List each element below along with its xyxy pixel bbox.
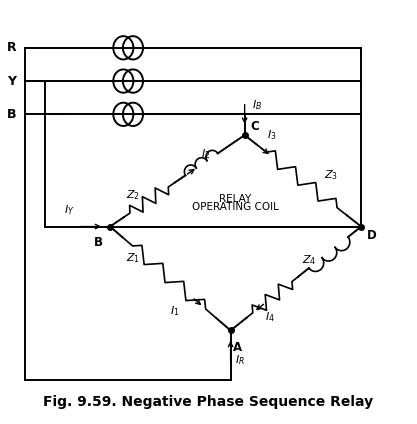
- Text: $Z_4$: $Z_4$: [302, 253, 317, 267]
- Text: Fig. 9.59. Negative Phase Sequence Relay: Fig. 9.59. Negative Phase Sequence Relay: [43, 396, 374, 410]
- Text: $I_R$: $I_R$: [236, 354, 245, 367]
- Text: OPERATING COIL: OPERATING COIL: [192, 202, 279, 212]
- Text: $I_Y$: $I_Y$: [64, 204, 74, 218]
- Text: $I_B$: $I_B$: [252, 98, 262, 112]
- Text: $I_4$: $I_4$: [265, 310, 275, 324]
- Text: $Z_2$: $Z_2$: [126, 188, 140, 201]
- Text: $I_3$: $I_3$: [267, 128, 277, 142]
- Text: B: B: [7, 108, 17, 121]
- Text: R: R: [7, 41, 17, 54]
- Text: $I_2$: $I_2$: [201, 148, 210, 161]
- Text: Y: Y: [8, 75, 17, 88]
- Text: C: C: [250, 120, 259, 134]
- Text: $Z_3$: $Z_3$: [324, 168, 339, 182]
- Text: $Z_1$: $Z_1$: [126, 252, 140, 265]
- Text: B: B: [94, 236, 103, 249]
- Text: D: D: [367, 229, 377, 242]
- Text: RELAY: RELAY: [219, 194, 252, 204]
- Text: A: A: [233, 341, 242, 354]
- Text: $I_1$: $I_1$: [170, 304, 179, 318]
